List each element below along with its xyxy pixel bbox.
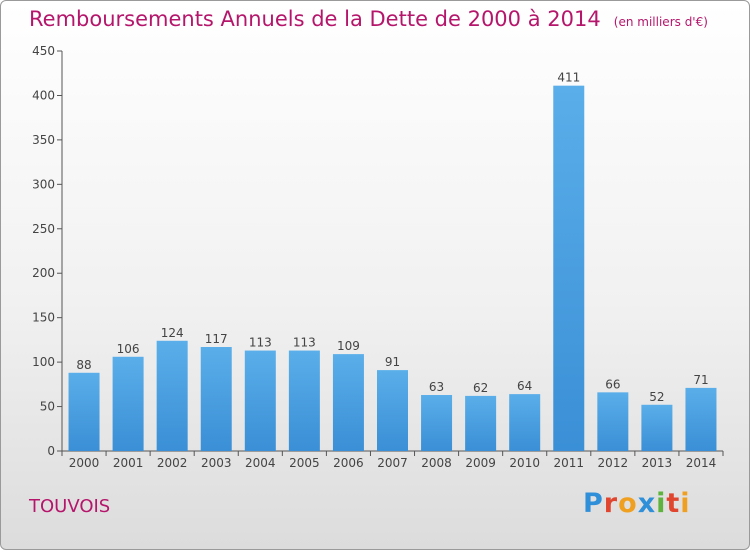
x-tick-label: 2002 [157, 456, 188, 470]
x-tick-label: 2011 [553, 456, 584, 470]
bar [377, 370, 408, 451]
data-label: 113 [293, 336, 316, 350]
proxiti-logo: Proxiti [583, 488, 691, 519]
chart-subtitle: (en milliers d'€) [613, 15, 708, 29]
data-label: 106 [117, 342, 140, 356]
x-tick-label: 2004 [245, 456, 276, 470]
y-tick-label: 100 [32, 355, 55, 369]
x-tick-label: 2000 [69, 456, 100, 470]
data-label: 117 [205, 332, 228, 346]
logo-letter: i [656, 488, 667, 519]
bar [112, 356, 144, 451]
y-tick-label: 350 [32, 133, 55, 147]
y-tick-label: 400 [32, 88, 55, 102]
bar [332, 354, 364, 451]
bar [509, 394, 541, 451]
y-tick-label: 150 [32, 311, 55, 325]
bar [244, 350, 276, 451]
x-tick-label: 2010 [509, 456, 540, 470]
y-tick-label: 200 [32, 266, 55, 280]
x-tick-label: 2008 [421, 456, 452, 470]
data-label: 124 [161, 326, 184, 340]
logo-letter: x [637, 488, 657, 519]
bar [288, 350, 320, 451]
data-label: 109 [337, 339, 360, 353]
x-tick-label: 2013 [642, 456, 673, 470]
data-label: 62 [473, 381, 488, 395]
y-tick-label: 50 [40, 400, 55, 414]
data-label: 63 [429, 380, 444, 394]
y-tick-label: 0 [47, 444, 55, 458]
bar [465, 395, 497, 451]
bar [553, 85, 585, 452]
bar [597, 392, 629, 451]
chart-title: Remboursements Annuels de la Dette de 20… [29, 7, 601, 31]
logo-letter: r [603, 488, 619, 519]
bar [68, 372, 100, 451]
data-label: 64 [517, 379, 532, 393]
data-label: 71 [693, 373, 708, 387]
data-label: 88 [76, 358, 91, 372]
data-label: 91 [385, 355, 400, 369]
bar [156, 340, 188, 451]
x-tick-label: 2009 [465, 456, 496, 470]
bar [685, 387, 717, 451]
chart-title-block: Remboursements Annuels de la Dette de 20… [29, 7, 708, 31]
y-tick-label: 250 [32, 222, 55, 236]
x-tick-label: 2001 [113, 456, 144, 470]
logo-letter: i [680, 488, 691, 519]
bar [200, 347, 232, 451]
commune-name: TOUVOIS [29, 496, 111, 517]
data-label: 411 [557, 71, 580, 85]
logo-letter: o [618, 488, 638, 519]
bar [641, 404, 673, 451]
y-tick-label: 300 [32, 177, 55, 191]
x-tick-label: 2003 [201, 456, 232, 470]
x-tick-label: 2006 [333, 456, 364, 470]
data-label: 52 [649, 390, 664, 404]
x-tick-label: 2014 [686, 456, 717, 470]
x-tick-label: 2012 [598, 456, 629, 470]
data-label: 66 [605, 377, 620, 391]
x-tick-label: 2005 [289, 456, 320, 470]
x-tick-label: 2007 [377, 456, 408, 470]
y-tick-label: 450 [32, 44, 55, 58]
bar [421, 395, 453, 451]
logo-letter: P [583, 488, 604, 519]
logo-letter: t [666, 488, 681, 519]
data-label: 113 [249, 336, 272, 350]
